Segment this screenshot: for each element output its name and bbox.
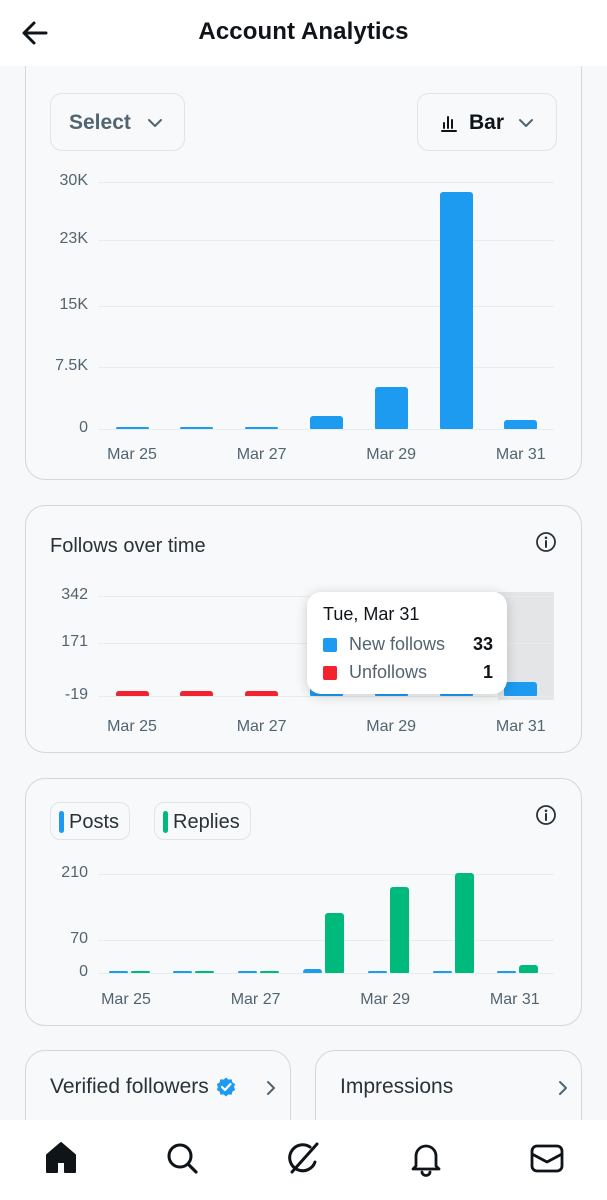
y-axis-tick-label: -19	[64, 686, 88, 703]
posts-bar	[238, 971, 258, 973]
chart-type-label: Bar	[469, 111, 505, 134]
tooltip-row-unfollows: Unfollows 1	[323, 662, 493, 684]
replies-bar	[324, 913, 344, 973]
tooltip-value: 1	[482, 662, 493, 682]
gridline	[98, 973, 554, 974]
info-icon[interactable]	[535, 804, 557, 826]
replies-bar	[130, 971, 150, 973]
bar-chart-icon	[441, 116, 457, 132]
tooltip-label: Unfollows	[349, 662, 428, 682]
legend-replies[interactable]: Replies	[154, 802, 251, 840]
value-bar	[504, 419, 538, 429]
replies-bar	[260, 971, 280, 973]
replies-bar	[195, 971, 215, 973]
tooltip-label: New follows	[349, 634, 446, 654]
x-axis-tick-label: Mar 27	[236, 446, 287, 463]
bottom-navigation	[0, 1120, 607, 1200]
chart-tooltip: Tue, Mar 31 New follows 33 Unfollows 1	[307, 592, 507, 694]
verified-badge-icon	[216, 1077, 235, 1097]
impressions-row: Impressions	[340, 1075, 453, 1099]
arrow-left-icon[interactable]	[18, 16, 52, 50]
posts-bar	[367, 971, 387, 973]
posts-bar	[497, 971, 517, 973]
legend-posts[interactable]: Posts	[50, 802, 130, 840]
x-axis-tick-label: Mar 27	[236, 718, 287, 735]
chevron-right-icon	[559, 1081, 567, 1095]
verified-followers-label: Verified followers	[50, 1075, 209, 1098]
gridline	[98, 305, 554, 307]
value-bar	[115, 427, 149, 429]
tooltip-row-new-follows: New follows 33	[323, 634, 493, 656]
replies-bar	[519, 964, 539, 973]
y-axis-tick-label: 0	[79, 419, 88, 436]
gridline	[98, 182, 554, 183]
value-bar	[374, 387, 408, 429]
metric-select-label: Select	[69, 111, 131, 134]
x-axis-tick-label: Mar 25	[107, 446, 157, 463]
value-bar	[439, 191, 473, 429]
x-axis-tick-label: Mar 25	[107, 718, 157, 735]
replies-bar	[389, 886, 409, 973]
y-axis-tick-label: 171	[61, 633, 88, 651]
notifications-icon[interactable]	[406, 1138, 446, 1178]
tooltip-value: 33	[472, 634, 493, 654]
x-axis-tick-label: Mar 29	[366, 446, 417, 463]
gridline	[98, 696, 554, 697]
chevron-down-icon	[519, 119, 533, 127]
messages-icon[interactable]	[527, 1138, 567, 1178]
value-bar	[180, 427, 214, 429]
x-axis-tick-label: Mar 31	[495, 718, 546, 735]
page-title: Account Analytics	[198, 18, 409, 45]
metric-select-dropdown[interactable]: Select	[50, 93, 185, 151]
y-axis-tick-label: 0	[79, 963, 88, 980]
x-axis-tick-label: Mar 27	[230, 991, 281, 1008]
replies-swatch	[163, 811, 168, 833]
gridline	[98, 429, 554, 430]
posts-swatch	[59, 811, 64, 833]
legend-replies-label: Replies	[173, 811, 240, 833]
gridline	[98, 239, 554, 241]
y-axis-tick-label: 7.5K	[55, 357, 88, 375]
unfollows-bar	[115, 690, 149, 696]
x-axis-tick-label: Mar 29	[360, 991, 411, 1008]
value-bar	[309, 415, 343, 429]
unfollows-swatch	[323, 666, 337, 680]
value-bar	[245, 427, 279, 429]
chevron-right-icon	[267, 1081, 275, 1095]
posts-bar	[108, 971, 128, 973]
chart-type-dropdown[interactable]: Bar	[417, 93, 557, 151]
grok-icon[interactable]	[284, 1138, 324, 1178]
home-icon[interactable]	[41, 1138, 81, 1178]
x-axis-tick-label: Mar 31	[495, 446, 546, 463]
y-axis-tick-label: 30K	[59, 172, 88, 189]
y-axis-tick-label: 15K	[59, 295, 88, 313]
new-follows-bar	[504, 681, 538, 696]
posts-bar	[173, 971, 193, 973]
top-app-bar: Account Analytics	[0, 0, 607, 66]
impressions-label: Impressions	[340, 1075, 454, 1098]
posts-bar	[432, 970, 452, 973]
replies-bar	[454, 873, 474, 973]
legend-posts-label: Posts	[69, 811, 120, 833]
gridline	[98, 367, 554, 369]
y-axis-tick-label: 70	[70, 930, 88, 947]
gridline	[98, 874, 554, 875]
x-axis-tick-label: Mar 31	[489, 991, 540, 1008]
y-axis-tick-label: 342	[61, 586, 88, 603]
unfollows-bar	[245, 690, 279, 696]
verified-followers-row: Verified followers	[50, 1075, 237, 1099]
x-axis-tick-label: Mar 25	[101, 991, 151, 1008]
tooltip-date: Tue, Mar 31	[323, 604, 420, 624]
search-icon[interactable]	[162, 1138, 202, 1178]
chevron-down-icon	[148, 119, 162, 127]
y-axis-tick-label: 23K	[59, 229, 88, 247]
unfollows-bar	[180, 690, 214, 696]
y-axis-tick-label: 210	[61, 864, 88, 881]
info-icon[interactable]	[535, 531, 557, 553]
posts-bar	[302, 968, 322, 973]
x-axis-tick-label: Mar 29	[366, 718, 417, 735]
follows-card-title: Follows over time	[50, 535, 206, 557]
new-follows-swatch	[323, 638, 337, 652]
